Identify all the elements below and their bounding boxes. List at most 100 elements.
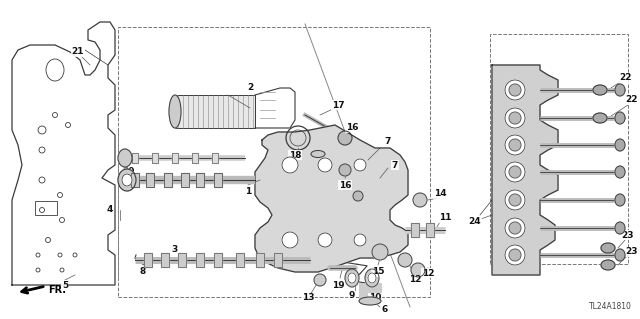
Text: 20: 20 — [122, 167, 134, 176]
Bar — [181, 173, 189, 187]
Ellipse shape — [65, 122, 70, 128]
Ellipse shape — [318, 158, 332, 172]
Text: 12: 12 — [422, 269, 435, 278]
Bar — [152, 153, 158, 163]
Bar — [146, 173, 154, 187]
Circle shape — [509, 222, 521, 234]
Text: 9: 9 — [349, 292, 355, 300]
Ellipse shape — [39, 147, 45, 153]
Bar — [178, 253, 186, 267]
Bar — [132, 153, 138, 163]
Bar — [411, 223, 419, 237]
Bar — [131, 173, 139, 187]
Bar — [212, 153, 218, 163]
Ellipse shape — [38, 126, 46, 134]
Ellipse shape — [354, 234, 366, 246]
Ellipse shape — [118, 149, 132, 167]
Bar — [274, 253, 282, 267]
Circle shape — [509, 84, 521, 96]
Bar — [144, 253, 152, 267]
Circle shape — [505, 108, 525, 128]
Bar — [426, 223, 434, 237]
Ellipse shape — [58, 192, 63, 197]
Bar — [256, 253, 264, 267]
Circle shape — [505, 218, 525, 238]
Text: 22: 22 — [619, 73, 631, 83]
Ellipse shape — [615, 139, 625, 151]
Ellipse shape — [39, 177, 45, 183]
Ellipse shape — [615, 194, 625, 206]
Text: 10: 10 — [369, 293, 381, 302]
Circle shape — [338, 131, 352, 145]
Ellipse shape — [36, 268, 40, 272]
Text: 17: 17 — [332, 100, 344, 109]
Circle shape — [509, 249, 521, 261]
Text: 16: 16 — [339, 181, 351, 189]
Text: 23: 23 — [621, 231, 634, 240]
Bar — [131, 173, 139, 187]
Bar — [256, 253, 264, 267]
Text: 19: 19 — [332, 280, 344, 290]
Circle shape — [505, 245, 525, 265]
Bar — [146, 173, 154, 187]
Ellipse shape — [615, 249, 625, 261]
Bar — [118, 27, 430, 297]
Ellipse shape — [60, 268, 64, 272]
Ellipse shape — [615, 84, 625, 96]
Bar — [236, 253, 244, 267]
Text: 11: 11 — [439, 213, 451, 222]
Text: 16: 16 — [346, 123, 358, 132]
Circle shape — [509, 112, 521, 124]
Circle shape — [398, 253, 412, 267]
Bar — [214, 253, 222, 267]
Text: 5: 5 — [62, 280, 68, 290]
Text: 21: 21 — [72, 48, 84, 56]
Text: FR.: FR. — [48, 285, 66, 295]
Text: 14: 14 — [434, 189, 446, 198]
Ellipse shape — [122, 174, 132, 186]
Bar — [132, 153, 138, 163]
Ellipse shape — [118, 169, 136, 191]
Ellipse shape — [282, 157, 298, 173]
Circle shape — [339, 164, 351, 176]
Bar — [192, 153, 198, 163]
Bar — [274, 253, 282, 267]
Ellipse shape — [318, 233, 332, 247]
Circle shape — [509, 194, 521, 206]
Bar — [490, 34, 628, 264]
Ellipse shape — [615, 222, 625, 234]
Text: 4: 4 — [107, 205, 113, 214]
Text: 1: 1 — [245, 188, 251, 197]
Ellipse shape — [60, 218, 65, 222]
Text: 7: 7 — [385, 137, 391, 146]
Circle shape — [372, 244, 388, 260]
Polygon shape — [255, 125, 408, 272]
Bar — [214, 173, 222, 187]
Ellipse shape — [311, 151, 325, 158]
Ellipse shape — [348, 273, 356, 283]
Circle shape — [505, 135, 525, 155]
Circle shape — [509, 139, 521, 151]
Ellipse shape — [615, 166, 625, 178]
Bar — [172, 153, 178, 163]
Bar — [359, 283, 381, 301]
Ellipse shape — [601, 260, 615, 270]
Bar — [192, 153, 198, 163]
Ellipse shape — [58, 253, 62, 257]
Bar — [35, 201, 57, 215]
Bar — [181, 173, 189, 187]
Text: 15: 15 — [372, 268, 384, 277]
Ellipse shape — [601, 243, 615, 253]
Ellipse shape — [52, 113, 58, 117]
Text: 6: 6 — [382, 305, 388, 314]
Bar — [152, 153, 158, 163]
Polygon shape — [492, 65, 558, 275]
Bar — [164, 173, 172, 187]
Bar — [411, 223, 419, 237]
Bar — [161, 253, 169, 267]
Text: 18: 18 — [289, 151, 301, 160]
Bar — [172, 153, 178, 163]
Ellipse shape — [169, 95, 181, 128]
Text: 13: 13 — [301, 293, 314, 302]
Bar — [236, 253, 244, 267]
